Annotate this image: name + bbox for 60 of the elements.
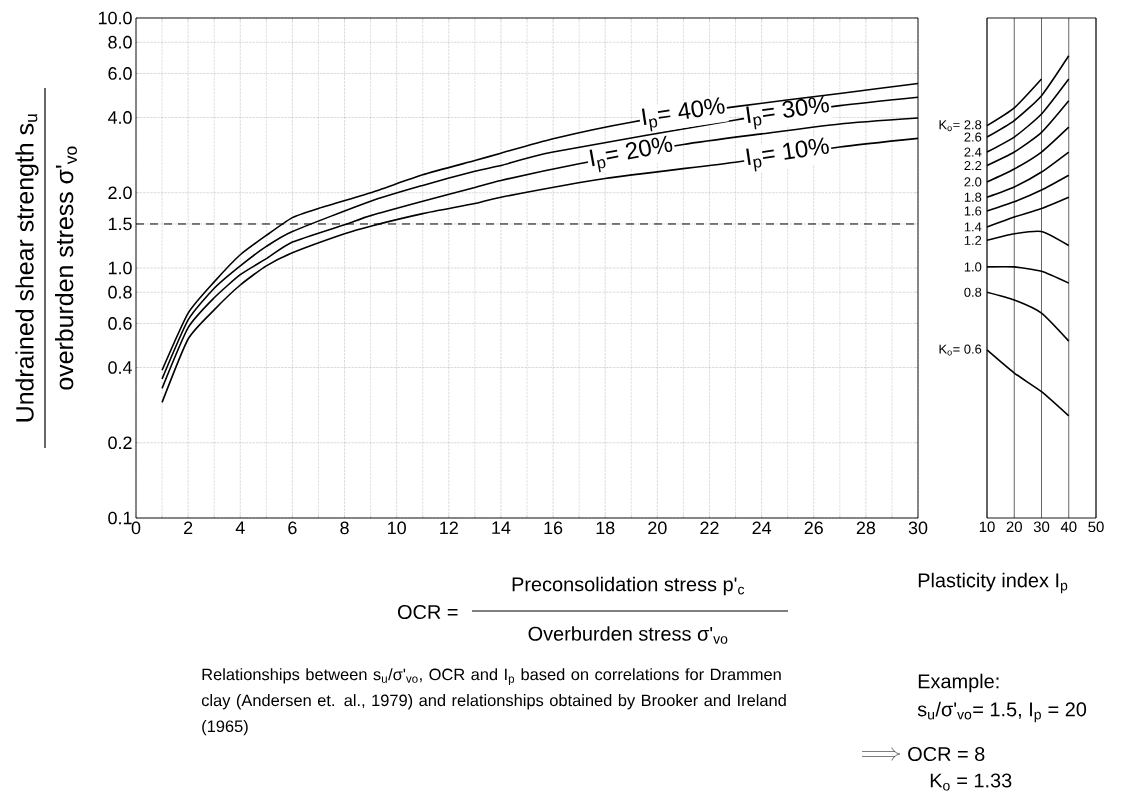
text: OCR = 8 — [908, 746, 985, 762]
x-tick-label: 30 — [908, 521, 928, 535]
y-tick-label: 0.8 — [108, 285, 132, 299]
y-tick-label: 1.0 — [108, 261, 132, 275]
y-tick-label: 2.0 — [108, 186, 132, 200]
series-label: 1.6 — [964, 206, 982, 216]
y-tick-label: 4.0 — [107, 111, 132, 124]
y-tick-label: 1.5 — [108, 217, 132, 231]
x-tick-label: 50 — [1088, 521, 1104, 533]
x-tick-label: 40 — [1060, 521, 1077, 533]
series-label: 0.8 — [964, 287, 982, 297]
series-label: K$_{o}$= 2.8 — [939, 120, 982, 132]
x-tick-label: 26 — [804, 521, 823, 535]
x-tick-label: 12 — [440, 521, 458, 535]
text: I$_{p}$= 40% — [641, 97, 725, 132]
series-label: 1.2 — [964, 235, 982, 245]
x-axis-title: Plasticity index I$_{p}$ — [918, 572, 1068, 594]
series-label: 2.4 — [964, 147, 982, 157]
x-tick-label: 4 — [235, 521, 245, 534]
text: Example: — [918, 673, 999, 693]
series-label: 1.8 — [964, 192, 982, 202]
x-tick-label: 6 — [288, 521, 297, 535]
y-tick-label: 0.2 — [108, 436, 132, 450]
x-tick-label: 10 — [388, 521, 406, 535]
y-tick-label: 0.4 — [108, 361, 132, 374]
x-tick-label: 28 — [856, 521, 876, 535]
y-tick-label: 10.0 — [98, 11, 132, 25]
x-tick-label: 24 — [752, 521, 772, 535]
series-label: 2.0 — [964, 177, 982, 187]
x-tick-label: 22 — [700, 521, 719, 535]
x-axis-title: OCR = — [397, 604, 458, 620]
text: Overburden stress σ'$_{vo}$ — [528, 626, 728, 644]
x-tick-label: 16 — [544, 521, 563, 535]
x-tick-label: 2 — [184, 521, 193, 535]
series-label: 2.6 — [964, 132, 982, 142]
y-tick-label: 6.0 — [108, 67, 132, 80]
x-tick-label: 20 — [648, 521, 667, 535]
text: I$_{p}$= 30% — [746, 96, 829, 130]
x-tick-label: 18 — [596, 521, 615, 535]
x-tick-label: 10 — [979, 521, 995, 533]
x-tick-label: 20 — [1006, 521, 1022, 533]
y-axis-title: Undrained shear strength s$_{u}$ — [15, 114, 39, 422]
y-tick-label: 0.1 — [108, 511, 132, 525]
text: s$_{u}$/σ'$_{vo}$= 1.5, I$_{p}$ = 20 — [917, 701, 1087, 723]
text: Relationships between s$_{u}$/σ'$_{vo}$, OCR and I$_{p}$ based on correlations for Drammen clay (Andersen et. al., 1979) and relationships obtained by Brooker and Ireland (1965) — [201, 668, 786, 736]
series-label: K$_{o}$= 0.6 — [939, 344, 982, 356]
x-tick-label: 30 — [1033, 521, 1050, 533]
x-tick-label: 14 — [492, 521, 511, 534]
y-tick-label: 8.0 — [108, 35, 132, 49]
text: overburden stress σ'$_{vo}$ — [55, 146, 77, 390]
y-tick-label: 0.6 — [108, 317, 132, 330]
series-label: 1.4 — [964, 222, 982, 232]
text: I$_{p}$= 10% — [746, 137, 829, 172]
text: I$_{p}$= 20% — [589, 135, 673, 173]
text: K$_{o}$ = 1.33 — [930, 773, 1012, 791]
series-label: 2.2 — [964, 160, 982, 171]
x-tick-label: 8 — [340, 521, 349, 535]
series-label: 1.0 — [964, 262, 982, 272]
text: Preconsolidation stress p'$_{c}$ — [512, 576, 745, 596]
x-tick-label: 0 — [131, 521, 141, 535]
